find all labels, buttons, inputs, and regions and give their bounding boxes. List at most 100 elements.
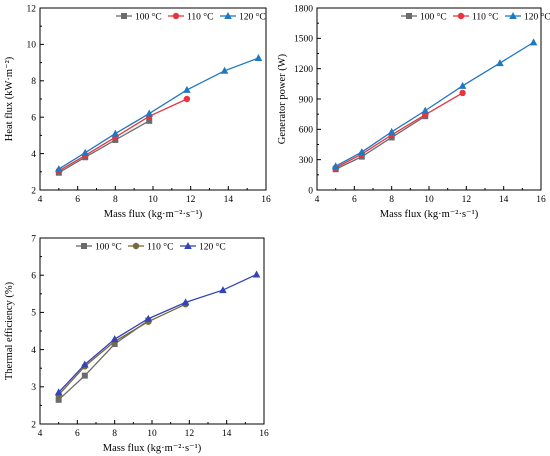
x-tick-label: 6 — [75, 429, 80, 439]
x-tick-label: 10 — [148, 195, 158, 205]
y-tick-label: 12 — [27, 4, 37, 14]
y-tick-label: 6 — [31, 114, 36, 124]
data-point — [459, 89, 466, 97]
x-tick-label: 6 — [75, 195, 80, 205]
x-tick-label: 8 — [113, 195, 118, 205]
y-tick-label: 8 — [31, 77, 36, 87]
x-axis-title: Mass flux (kg·m⁻²·s⁻¹) — [103, 443, 202, 454]
plot-frame — [39, 237, 265, 425]
data-point — [220, 66, 229, 74]
series-line — [335, 115, 426, 170]
legend-marker — [121, 13, 127, 19]
legend-label: 110 °C — [187, 11, 213, 22]
legend-label: 100 °C — [135, 11, 162, 22]
y-tick-label: 1500 — [294, 35, 313, 45]
y-tick-label: 900 — [299, 95, 314, 105]
y-tick-label: 4 — [31, 150, 36, 160]
y-axis-title: Generator power (W) — [277, 53, 288, 144]
axes — [39, 237, 265, 425]
x-tick-label: 16 — [259, 429, 269, 439]
legend-label: 120 °C — [239, 11, 266, 22]
data-point — [183, 85, 191, 93]
x-tick-label: 14 — [224, 195, 234, 205]
y-tick-label: 600 — [299, 126, 314, 136]
data-point — [358, 148, 366, 156]
data-point — [458, 81, 467, 89]
data-point — [183, 95, 191, 103]
x-tick-label: 12 — [462, 195, 472, 205]
x-tick-label: 4 — [38, 195, 43, 205]
series-line — [58, 98, 188, 172]
legend-label: 100 °C — [420, 11, 447, 22]
generator-power-chart: 4 6 8 10 12 14 16 0 300 600 900 1200 1500 1800 Mass fl… — [277, 4, 550, 220]
x-tick-label: 6 — [352, 195, 357, 205]
series-110 — [332, 89, 466, 171]
data-point — [254, 54, 263, 62]
y-tick-label: 7 — [31, 234, 36, 244]
x-tick-label: 10 — [424, 195, 434, 205]
legend-label: 120 °C — [524, 11, 550, 22]
legend-label: 110 °C — [147, 241, 173, 252]
data-point — [529, 38, 538, 46]
x-tick-label: 4 — [38, 429, 43, 439]
series-line — [58, 273, 257, 393]
series-120 — [54, 270, 261, 396]
x-tick-label: 14 — [222, 429, 232, 439]
y-tick-label: 2 — [31, 186, 36, 196]
data-point — [144, 314, 153, 322]
legend: 100 °C 110 °C 120 °C — [401, 11, 550, 22]
data-point — [145, 109, 154, 117]
legend-marker — [81, 243, 87, 249]
series-line — [58, 320, 149, 401]
y-axis-title: Thermal efficiency (%) — [4, 281, 15, 380]
x-axis-title: Mass flux (kg·m⁻²·s⁻¹) — [380, 209, 479, 220]
data-point — [55, 165, 63, 173]
y-tick-label: 1800 — [294, 4, 313, 14]
legend-marker — [172, 12, 180, 20]
y-tick-label: 300 — [299, 156, 314, 166]
thermal-efficiency-chart: 4 6 8 10 12 14 16 2 3 4 5 6 7 Mass flux (kg·m⁻²·s⁻¹) T… — [4, 234, 269, 454]
y-tick-label: 4 — [31, 346, 36, 356]
legend-marker — [132, 242, 140, 250]
legend-marker — [184, 242, 192, 249]
x-tick-label: 12 — [185, 429, 195, 439]
axes — [39, 7, 267, 191]
x-tick-label: 8 — [112, 429, 117, 439]
data-point — [54, 388, 63, 396]
series-100 — [55, 317, 152, 403]
data-point — [110, 335, 119, 343]
series-line — [58, 120, 150, 174]
x-tick-label: 4 — [315, 195, 320, 205]
data-point — [81, 372, 88, 379]
axes — [316, 7, 542, 191]
legend-marker — [509, 12, 517, 19]
legend-marker — [224, 12, 232, 19]
data-point — [219, 286, 227, 294]
x-tick-label: 10 — [147, 429, 157, 439]
legend: 100 °C 110 °C 120 °C — [76, 241, 226, 252]
legend-label: 120 °C — [199, 241, 226, 252]
y-tick-label: 10 — [27, 41, 37, 51]
data-point — [81, 148, 89, 156]
series-120 — [55, 54, 263, 173]
x-tick-label: 8 — [389, 195, 394, 205]
legend-marker — [406, 13, 412, 19]
data-point — [387, 127, 396, 135]
x-tick-label: 16 — [261, 195, 271, 205]
data-point — [55, 396, 62, 403]
series-line — [58, 57, 259, 170]
series-line — [335, 41, 534, 167]
y-tick-label: 1200 — [294, 65, 313, 75]
x-tick-label: 14 — [499, 195, 509, 205]
series-100 — [55, 117, 153, 176]
y-tick-label: 3 — [31, 383, 36, 393]
data-point — [331, 162, 340, 170]
y-tick-label: 5 — [31, 309, 36, 319]
data-point — [81, 360, 89, 368]
x-axis-title: Mass flux (kg·m⁻²·s⁻¹) — [104, 209, 203, 220]
legend-label: 100 °C — [95, 241, 122, 252]
data-point — [421, 106, 430, 114]
y-tick-label: 0 — [308, 186, 313, 196]
x-tick-label: 16 — [536, 195, 546, 205]
